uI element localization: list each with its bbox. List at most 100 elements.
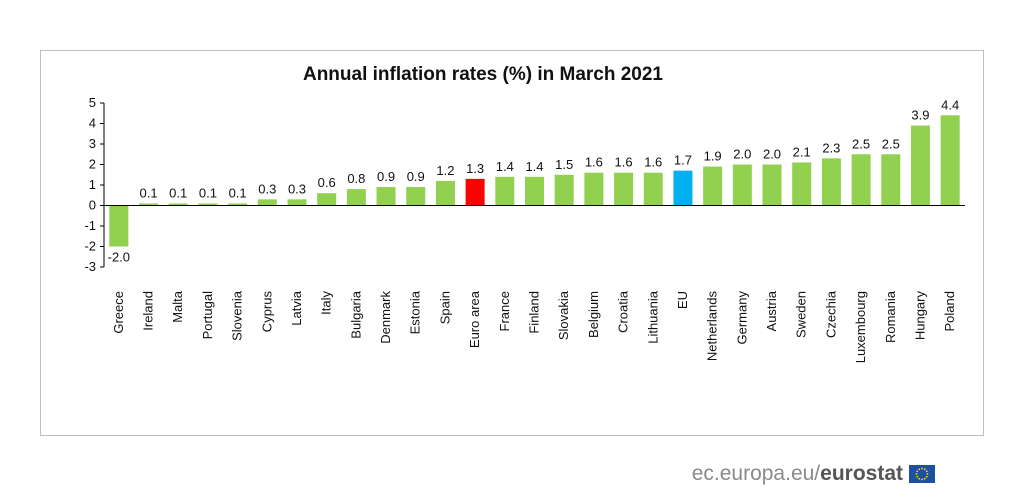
bar [495,176,515,206]
bar [376,187,396,206]
data-label: 2.5 [882,136,900,151]
category-label: Czechia [823,290,838,338]
category-label: Italy [319,291,334,315]
y-tick-label: -2 [84,239,96,254]
bar [851,154,871,206]
data-label: 1.7 [674,153,692,168]
category-label: Netherlands [705,291,720,362]
data-label: 3.9 [911,108,929,123]
category-label: France [497,291,512,331]
data-label: 2.3 [822,140,840,155]
y-tick-label: 2 [89,157,96,172]
category-label: Portugal [200,291,215,340]
data-label: 0.6 [318,175,336,190]
category-label: Estonia [408,290,423,334]
category-label: Croatia [616,290,631,333]
flag-star [921,467,923,470]
category-label: Poland [942,291,957,331]
category-label: Euro area [467,290,482,348]
category-label: Denmark [378,291,393,344]
category-label: Malta [170,290,185,323]
bar [792,162,812,206]
category-label: Finland [527,291,542,334]
category-label: Greece [111,291,126,334]
category-label: Germany [734,291,749,345]
y-tick-label: -3 [84,259,96,274]
flag-star [918,468,921,471]
data-label: 0.3 [288,181,306,196]
data-label: 2.0 [733,147,751,162]
data-label: 1.6 [615,155,633,170]
category-label: Slovakia [556,290,571,340]
category-label: Ireland [141,291,156,331]
y-tick-label: 3 [89,136,96,151]
data-label: 1.5 [555,157,573,172]
bar-chart: Annual inflation rates (%) in March 2021… [84,64,965,363]
y-tick-label: 1 [89,177,96,192]
data-label: 0.1 [229,185,247,200]
bar [732,164,752,206]
flag-star [918,477,921,480]
flag-star [916,475,919,478]
bar [910,125,930,206]
bar [406,187,426,206]
bar [673,170,693,206]
data-label: 1.4 [525,159,543,174]
category-label: Slovenia [230,290,245,341]
category-label: Sweden [794,291,809,338]
bar [287,199,307,206]
plot-area: 5 4 3 2 1 0 -1 -2 -3 -2.0 Greece 0.1 Ireland 0.1 Malta… [84,95,965,363]
data-label: 4.4 [941,97,959,112]
bar [614,172,634,206]
bar [762,164,782,206]
source-url: ec.europa.eu/ [691,462,821,485]
data-label: 0.9 [377,169,395,184]
flag-star [926,473,929,475]
category-label: EU [675,291,690,309]
bar [435,180,455,206]
source-footer: ec.europa.eu/eurostat [692,461,935,487]
data-label: 2.1 [793,144,811,159]
category-label: Luxembourg [853,291,868,363]
source-brand: eurostat [820,462,903,485]
category-label: Belgium [586,291,601,338]
y-tick-label: 4 [89,116,96,131]
bar [821,158,841,206]
bar [257,199,277,206]
bar [525,176,544,206]
data-label: 1.9 [704,149,722,164]
bar [198,203,218,206]
data-label: 0.1 [139,185,157,200]
category-label: Lithuania [645,290,660,344]
bar [703,166,723,206]
category-label: Austria [764,290,779,331]
bar [317,193,337,206]
flag-star [915,473,918,475]
bar [168,203,188,206]
flag-star [925,470,928,473]
bar [643,172,663,206]
data-label: 2.0 [763,147,781,162]
data-label: 1.6 [644,155,662,170]
flag-star [923,477,926,480]
category-label: Cyprus [259,291,274,333]
data-label: 1.4 [496,159,514,174]
flag-star [921,478,923,481]
bar [940,115,960,206]
data-label: 1.3 [466,161,484,176]
bar [346,189,366,206]
category-label: Hungary [912,291,927,341]
bar [584,172,604,206]
category-label: Romania [883,290,898,343]
data-label: 0.9 [407,169,425,184]
data-label: 0.3 [258,181,276,196]
category-label: Spain [437,291,452,324]
bar [554,174,574,206]
bar [109,205,129,247]
bar [228,203,248,206]
flag-star [923,468,926,471]
bar [881,154,901,206]
data-label: 1.6 [585,155,603,170]
y-tick-label: 0 [89,198,96,213]
data-label: 0.1 [199,185,217,200]
